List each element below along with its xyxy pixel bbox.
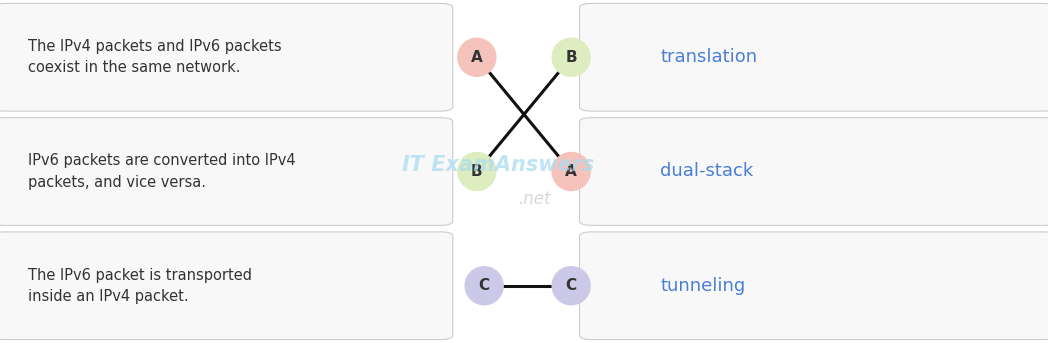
FancyBboxPatch shape [0,3,453,111]
FancyBboxPatch shape [580,3,1048,111]
Text: The IPv6 packet is transported
inside an IPv4 packet.: The IPv6 packet is transported inside an… [28,268,253,304]
Ellipse shape [552,153,590,190]
Text: B: B [471,164,483,179]
Text: tunneling: tunneling [660,277,745,295]
FancyBboxPatch shape [0,118,453,225]
Text: dual-stack: dual-stack [660,163,754,180]
FancyBboxPatch shape [580,232,1048,340]
Text: The IPv4 packets and IPv6 packets
coexist in the same network.: The IPv4 packets and IPv6 packets coexis… [28,39,282,75]
Ellipse shape [458,153,496,190]
Text: IPv6 packets are converted into IPv4
packets, and vice versa.: IPv6 packets are converted into IPv4 pac… [28,154,296,189]
Ellipse shape [552,38,590,76]
Text: C: C [479,278,489,293]
Text: B: B [565,50,577,65]
Text: A: A [565,164,577,179]
Ellipse shape [465,267,503,305]
Text: C: C [566,278,576,293]
Ellipse shape [552,267,590,305]
FancyBboxPatch shape [580,118,1048,225]
FancyBboxPatch shape [0,232,453,340]
Ellipse shape [458,38,496,76]
Text: A: A [471,50,483,65]
Text: translation: translation [660,48,758,66]
Text: IT ExamAnswers: IT ExamAnswers [401,155,594,175]
Text: .net: .net [518,190,551,208]
